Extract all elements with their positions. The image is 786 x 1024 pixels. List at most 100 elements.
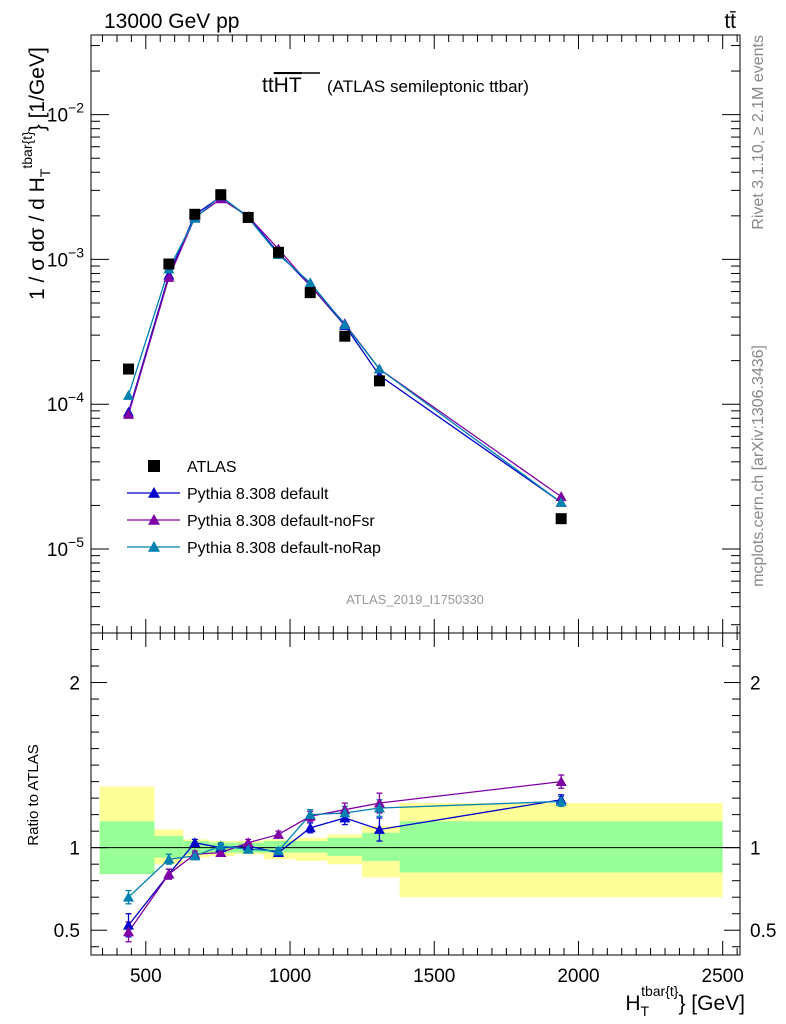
atlas-point: [122, 363, 134, 375]
axes: 500 1000 1500 2000 2500 10−2 10−3 10−4 10−5 2 2 1 1 0…: [47, 34, 776, 987]
legend-marker-atlas: [148, 460, 160, 472]
legend-marker-3: [148, 541, 160, 552]
x-tick-label: 1500: [413, 966, 455, 987]
ratio-line-0: [127, 799, 562, 926]
main-point-2: [304, 277, 316, 288]
plot-title-overline: HT: [274, 74, 302, 97]
ratio-point-0: [304, 822, 316, 833]
plot-title-sub: (ATLAS semileptonic ttbar): [327, 77, 529, 96]
x-tick-label: 2000: [557, 966, 599, 987]
ratio-y-tick-label-right: 0.5: [750, 921, 776, 942]
atlas-point: [189, 208, 201, 220]
ratio-point-0: [339, 812, 351, 823]
main-point-2: [555, 496, 567, 507]
main-point-2: [339, 319, 351, 329]
main-y-label-sup: tbar{t}: [19, 131, 35, 169]
atlas-point: [215, 189, 227, 201]
main-y-tick-label: 10−4: [47, 389, 84, 416]
ratio-y-tick-label-left: 1: [69, 839, 80, 860]
plot-title: ttHT (ATLAS semileptonic ttbar): [262, 72, 529, 97]
ratio-point-2: [122, 891, 134, 902]
mcplots-label: mcplots.cern.ch [arXiv:1306.3436]: [750, 345, 767, 587]
ratio-y-label: Ratio to ATLAS: [25, 744, 42, 845]
band-inner-8: [362, 832, 400, 861]
x-axis-label-tail: } [GeV]: [678, 992, 745, 1015]
band-inner-6: [295, 841, 328, 853]
rivet-label: Rivet 3.1.10, ≥ 2.1M events: [750, 35, 767, 230]
ratio-point-1: [242, 837, 254, 848]
ratio-line-2: [128, 800, 562, 898]
main-line-1: [127, 198, 562, 498]
plot-title-main: ttHT: [262, 74, 302, 97]
legend-label-1: Pythia 8.308 default: [187, 486, 329, 503]
ratio-point-1: [163, 868, 175, 879]
ratio-point-2: [163, 853, 175, 864]
legend-label-2: Pythia 8.308 default-noFsr: [187, 513, 375, 530]
legend-label-3: Pythia 8.308 default-noRap: [187, 540, 381, 557]
ratio-point-2: [189, 850, 201, 861]
ratio-point-1: [272, 828, 284, 839]
analysis-label: ATLAS_2019_I1750330: [346, 592, 484, 607]
ratio-point-0: [122, 919, 134, 930]
atlas-point: [304, 287, 316, 299]
main-y-label-sub: T: [37, 168, 53, 177]
ratio-point-1: [373, 797, 385, 808]
ratio-point-2: [339, 807, 351, 818]
atlas-point: [272, 246, 284, 258]
x-axis-label-sub: T: [641, 1003, 650, 1019]
main-line-2: [127, 194, 562, 503]
ratio-point-1: [215, 847, 227, 858]
main-y-label-tail: } [1/GeV]: [26, 47, 49, 131]
ratio-y-tick-label-left: 0.5: [54, 921, 80, 942]
band-inner-5: [264, 841, 296, 853]
ratio-point-2: [215, 840, 227, 851]
main-y-tick-label: 10−3: [47, 244, 84, 271]
main-y-tick-label: 10−5: [47, 534, 84, 561]
ratio-y-tick-label-right: 1: [750, 839, 761, 860]
ratio-point-2: [555, 795, 567, 806]
svg-text:1 / σ dσ / d HTtbar{t}} [1/GeV: 1 / σ dσ / d HTtbar{t}} [1/GeV]: [19, 47, 53, 300]
band-inner-1: [154, 836, 184, 858]
x-tick-label: 1000: [269, 966, 311, 987]
atlas-point: [373, 375, 385, 387]
ratio-point-2: [304, 809, 316, 820]
header-right: tt̄: [724, 10, 736, 33]
band-inner-7: [327, 837, 363, 856]
ratio-point-1: [122, 926, 134, 937]
main-y-label-text: 1 / σ dσ / d H: [26, 177, 49, 300]
x-axis-label-h: H: [625, 992, 640, 1015]
legend-marker-1: [148, 487, 160, 498]
ratio-point-0: [189, 837, 201, 848]
main-point-2: [122, 389, 134, 400]
main-y-tick-label: 10−2: [47, 100, 84, 127]
x-tick-label: 500: [130, 966, 162, 987]
ratio-point-2: [272, 845, 284, 856]
ratio-point-2: [373, 802, 385, 813]
ratio-frame: [90, 632, 741, 956]
ratio-line-1: [127, 780, 562, 933]
atlas-point: [242, 211, 254, 223]
main-point-1: [163, 272, 175, 282]
legend-label-0: ATLAS: [187, 459, 237, 476]
ratio-y-tick-label-left: 2: [69, 674, 80, 695]
main-point-1: [122, 408, 134, 419]
band-inner-9: [399, 821, 723, 873]
main-y-label: 1 / σ dσ / d HTtbar{t}} [1/GeV]: [19, 47, 53, 300]
atlas-point: [555, 513, 567, 525]
ratio-y-tick-label-right: 2: [750, 674, 761, 695]
main-point-2: [373, 363, 385, 374]
main-line-0: [127, 195, 562, 503]
main-series: [122, 189, 567, 525]
x-axis-label-sup: tbar{t}: [641, 983, 679, 999]
atlas-point: [339, 330, 351, 342]
x-axis-label: HTtbar{t}} [GeV]: [625, 983, 745, 1019]
header-left: 13000 GeV pp: [104, 10, 239, 33]
legend: ATLAS Pythia 8.308 default Pythia 8.308 de…: [127, 459, 381, 557]
atlas-point: [163, 258, 175, 270]
legend-marker-2: [148, 514, 160, 525]
ratio-point-2: [242, 843, 254, 854]
ratio-point-0: [373, 824, 385, 834]
ratio-series: [122, 774, 567, 943]
main-point-1: [555, 491, 567, 502]
